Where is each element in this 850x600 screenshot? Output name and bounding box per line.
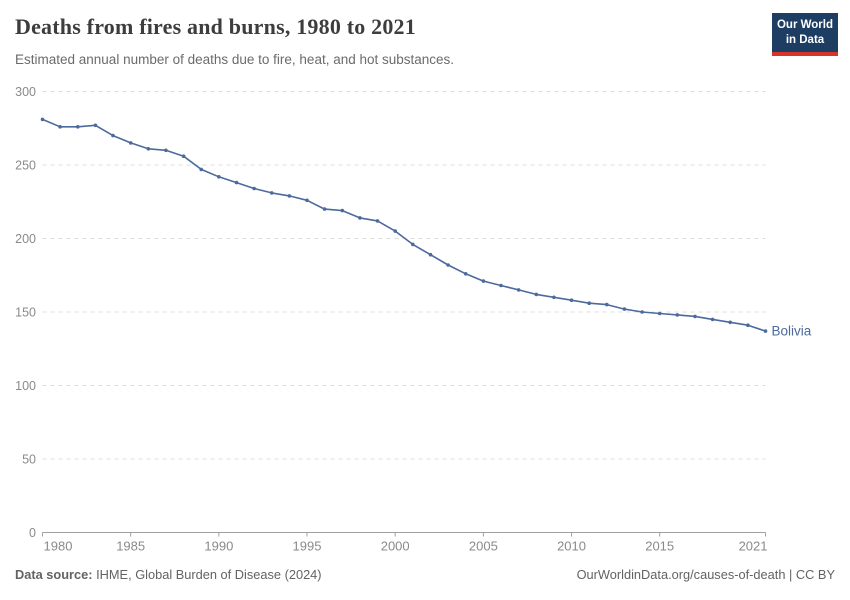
y-tick-label-300: 300 [15, 85, 36, 99]
x-tick-label-2010: 2010 [557, 539, 586, 554]
data-point-1983[interactable] [93, 123, 98, 128]
x-tick-label-2021: 2021 [739, 539, 768, 554]
chart-footer: Data source: IHME, Global Burden of Dise… [15, 567, 835, 582]
license-note[interactable]: OurWorldinData.org/causes-of-death | CC … [577, 567, 835, 582]
data-point-2002[interactable] [428, 252, 433, 257]
owid-url-link[interactable]: OurWorldinData.org/causes-of-death | CC … [576, 567, 835, 582]
x-tick-label-1985: 1985 [116, 539, 145, 554]
data-point-2021[interactable] [763, 329, 768, 333]
y-tick-label-200: 200 [15, 232, 36, 246]
x-tick-label-1990: 1990 [204, 539, 233, 554]
data-point-1987[interactable] [164, 148, 168, 153]
data-point-2007[interactable] [516, 288, 521, 292]
data-source-text: IHME, Global Burden of Disease (2024) [92, 567, 322, 582]
data-point-2006[interactable] [499, 283, 503, 288]
data-point-1991[interactable] [234, 180, 239, 185]
data-point-2008[interactable] [534, 292, 539, 297]
data-point-2013[interactable] [622, 307, 627, 311]
data-point-2003[interactable] [446, 263, 450, 267]
data-source-note: Data source: IHME, Global Burden of Dise… [15, 567, 322, 582]
data-point-1995[interactable] [305, 198, 309, 203]
data-point-1990[interactable] [217, 175, 221, 179]
data-point-1994[interactable] [287, 194, 292, 198]
data-point-2011[interactable] [587, 301, 591, 306]
owid-logo-text: Our World in Data [772, 13, 838, 52]
y-tick-label-250: 250 [15, 159, 36, 173]
data-point-1988[interactable] [181, 154, 186, 158]
y-tick-label-0: 0 [29, 526, 36, 540]
data-point-2015[interactable] [657, 311, 662, 316]
data-line-bolivia[interactable] [41, 118, 767, 332]
owid-logo-line1: Our World [776, 19, 833, 31]
data-point-2020[interactable] [746, 323, 750, 328]
owid-logo-accent-bar [772, 51, 838, 56]
owid-logo[interactable]: Our World in Data [772, 13, 838, 56]
data-point-1998[interactable] [358, 216, 362, 220]
data-point-2005[interactable] [481, 279, 486, 283]
page-title: Deaths from fires and burns, 1980 to 202… [15, 14, 416, 39]
data-point-1980[interactable] [40, 117, 45, 122]
data-point-1996[interactable] [322, 207, 327, 211]
data-point-1984[interactable] [111, 133, 115, 138]
y-tick-label-50: 50 [22, 453, 36, 467]
data-point-1982[interactable] [76, 125, 80, 129]
x-tick-label-2015: 2015 [645, 539, 674, 554]
data-point-2019[interactable] [728, 320, 732, 325]
chart-subtitle: Estimated annual number of deaths due to… [15, 52, 455, 67]
y-tick-label-100: 100 [15, 379, 36, 393]
data-point-2010[interactable] [569, 298, 574, 303]
data-point-1989[interactable] [199, 167, 203, 172]
data-point-2001[interactable] [411, 242, 415, 247]
data-point-2018[interactable] [710, 317, 715, 322]
y-tick-label-150: 150 [15, 306, 36, 320]
x-tick-label-2005: 2005 [469, 539, 498, 554]
data-point-2012[interactable] [605, 302, 609, 307]
data-point-1986[interactable] [146, 147, 151, 151]
data-point-1993[interactable] [269, 191, 274, 195]
series-end-label[interactable]: Bolivia [772, 324, 812, 339]
data-point-2000[interactable] [393, 229, 398, 233]
x-tick-label-1980: 1980 [44, 539, 73, 554]
data-point-2014[interactable] [640, 310, 644, 314]
data-point-2017[interactable] [693, 314, 697, 319]
data-source-label: Data source: [15, 567, 93, 582]
x-tick-label-1995: 1995 [293, 539, 322, 554]
data-point-2009[interactable] [552, 295, 556, 300]
data-point-1985[interactable] [128, 141, 133, 145]
data-point-2016[interactable] [675, 313, 680, 317]
owid-logo-line2: in Data [785, 33, 825, 46]
data-point-1992[interactable] [252, 186, 256, 191]
data-point-1997[interactable] [340, 208, 345, 213]
data-point-2004[interactable] [463, 272, 468, 276]
x-tick-label-2000: 2000 [381, 539, 410, 554]
data-point-1981[interactable] [58, 125, 62, 129]
data-point-1999[interactable] [375, 219, 380, 223]
